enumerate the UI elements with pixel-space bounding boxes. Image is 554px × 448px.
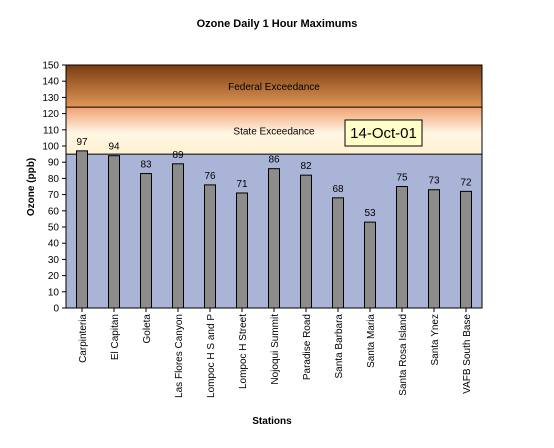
x-axis-title: Stations (252, 416, 292, 427)
data-label: 82 (300, 161, 312, 172)
date-box: 14-Oct-01 (344, 119, 423, 147)
data-label: 76 (204, 171, 216, 182)
x-tick-label: Las Flores Canyon (174, 314, 185, 398)
y-tick-label: 150 (42, 61, 59, 72)
x-tick-label: Santa Rosa Island (398, 314, 409, 396)
data-label: 94 (108, 142, 120, 153)
x-tick-label: Santa Barbara (334, 314, 345, 379)
federal-exceedance-band (66, 65, 482, 108)
y-axis-title: Ozone (ppb) (26, 158, 37, 216)
y-tick-label: 40 (48, 239, 60, 250)
data-label: 75 (396, 173, 408, 184)
y-tick-label: 110 (43, 125, 59, 136)
y-axis: 0 10 20 30 40 50 60 70 80 90 100 110 120 130 140 150 (42, 61, 66, 315)
data-label: 73 (428, 176, 440, 187)
data-label: 53 (364, 208, 376, 219)
bar-paradise-road (300, 174, 312, 309)
x-tick-label: VAFB South Base (462, 314, 473, 394)
y-tick-label: 80 (48, 174, 60, 185)
y-tick-label: 100 (42, 142, 59, 153)
x-tick-label: Nojoqui Summit (270, 314, 281, 385)
y-tick-label: 60 (48, 206, 60, 217)
x-tick-label: Carpinteria (78, 314, 89, 363)
x-tick-label: Lompoc H S and P (206, 314, 217, 398)
plot-area: Federal Exceedance State Exceedance 97 94… (65, 64, 483, 309)
y-tick-label: 10 (48, 287, 60, 298)
bar-santa-maria (364, 221, 376, 309)
x-tick-label: Santa Ynez (430, 314, 441, 366)
bar-carpinteria (76, 150, 88, 309)
date-label: 14-Oct-01 (350, 125, 417, 142)
y-tick-label: 140 (42, 77, 59, 88)
x-axis: Carpinteria El Capitan Goleta Las Flores Ca… (78, 308, 473, 398)
y-tick-label: 70 (48, 190, 60, 201)
data-labels-group: 97 94 83 89 76 71 86 82 68 53 75 73 72 (76, 137, 472, 219)
data-label: 89 (172, 150, 184, 161)
bar-santa-rosa-island (396, 186, 408, 309)
chart-title: Ozone Daily 1 Hour Maximums (197, 18, 358, 30)
date-box-background (344, 119, 423, 147)
data-label: 97 (76, 137, 88, 148)
x-tick-label: Goleta (142, 314, 153, 344)
bar-goleta (140, 173, 152, 309)
bar-lompoc-h-street (236, 192, 248, 309)
data-label: 72 (460, 177, 472, 188)
bar-vafb-south-base (460, 190, 472, 309)
data-label: 71 (236, 179, 248, 190)
data-label: 68 (332, 184, 344, 195)
bar-santa-ynez (428, 189, 440, 309)
bar-lompoc-h-s-and-p (204, 184, 216, 309)
y-tick-label: 0 (53, 304, 59, 315)
y-tick-label: 30 (48, 255, 60, 266)
x-tick-label: Santa Maria (366, 314, 377, 368)
data-label: 86 (268, 155, 280, 166)
bar-santa-barbara (332, 197, 344, 309)
y-tick-label: 120 (42, 109, 59, 120)
y-tick-label: 130 (42, 93, 59, 104)
x-tick-label: Lompoc H Street (238, 314, 249, 389)
state-exceedance-label: State Exceedance (233, 127, 315, 138)
y-tick-label: 90 (48, 158, 60, 169)
x-tick-label: El Capitan (110, 314, 121, 360)
federal-exceedance-label: Federal Exceedance (228, 82, 320, 93)
bar-las-flores-canyon (172, 163, 184, 309)
y-tick-label: 50 (48, 223, 60, 234)
y-tick-label: 20 (48, 271, 60, 282)
bar-el-capitan (108, 155, 120, 309)
x-tick-label: Paradise Road (302, 314, 313, 380)
data-label: 83 (140, 160, 152, 171)
bar-nojoqui-summit (268, 168, 280, 309)
